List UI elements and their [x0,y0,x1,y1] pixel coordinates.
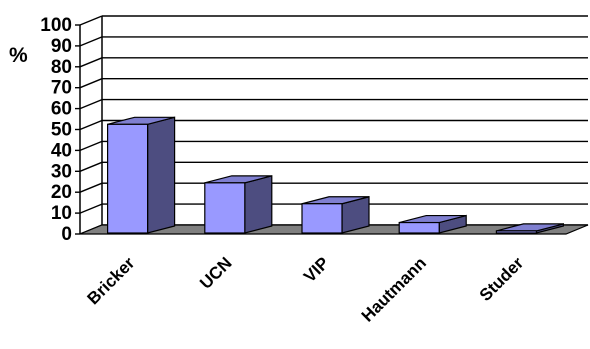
x-axis-ticks: Bricker UCN VIP Hautmann Studer [84,253,528,325]
y-tick-label: 60 [51,99,72,120]
gridline-side [79,15,103,26]
bar-front [495,230,537,234]
gridline-side [79,119,103,131]
bar [204,175,273,234]
y-tick-label: 50 [51,120,72,141]
y-tick-label: 20 [51,182,72,203]
gridline-side [79,98,103,110]
bar [495,223,565,234]
chart-back-wall [79,15,588,235]
gridline-side [79,161,103,172]
bar [398,214,467,234]
y-tick-label: 0 [61,224,72,245]
bar-front [204,182,246,234]
gridline-side [79,78,103,89]
bar-side [147,116,176,234]
y-tick-label: 90 [51,36,72,57]
x-tick-label: VIP [300,253,333,286]
bar [106,116,176,234]
x-tick-label: Bricker [84,253,139,308]
y-tick-label: 100 [40,15,72,36]
gridline-side [79,140,103,152]
gridline-side [79,57,103,68]
bar-front [301,203,343,234]
y-tick-label: 40 [51,140,72,161]
bar-side [244,175,273,234]
x-tick-label: UCN [196,253,235,292]
bar-series [106,116,565,234]
gridline-side [79,36,103,47]
y-axis-label: % [9,44,28,67]
x-tick-label: Hautmann [358,253,430,325]
gridline-side [79,182,103,193]
bar-front [398,221,440,234]
gridline-side [79,203,103,214]
y-tick-label: 80 [51,57,72,78]
y-tick-label: 10 [51,203,72,224]
y-tick-label: 30 [51,161,72,182]
x-tick-label: Studer [476,253,528,305]
bar-front [106,123,149,234]
bar [301,195,370,234]
y-tick-label: 70 [51,78,72,99]
